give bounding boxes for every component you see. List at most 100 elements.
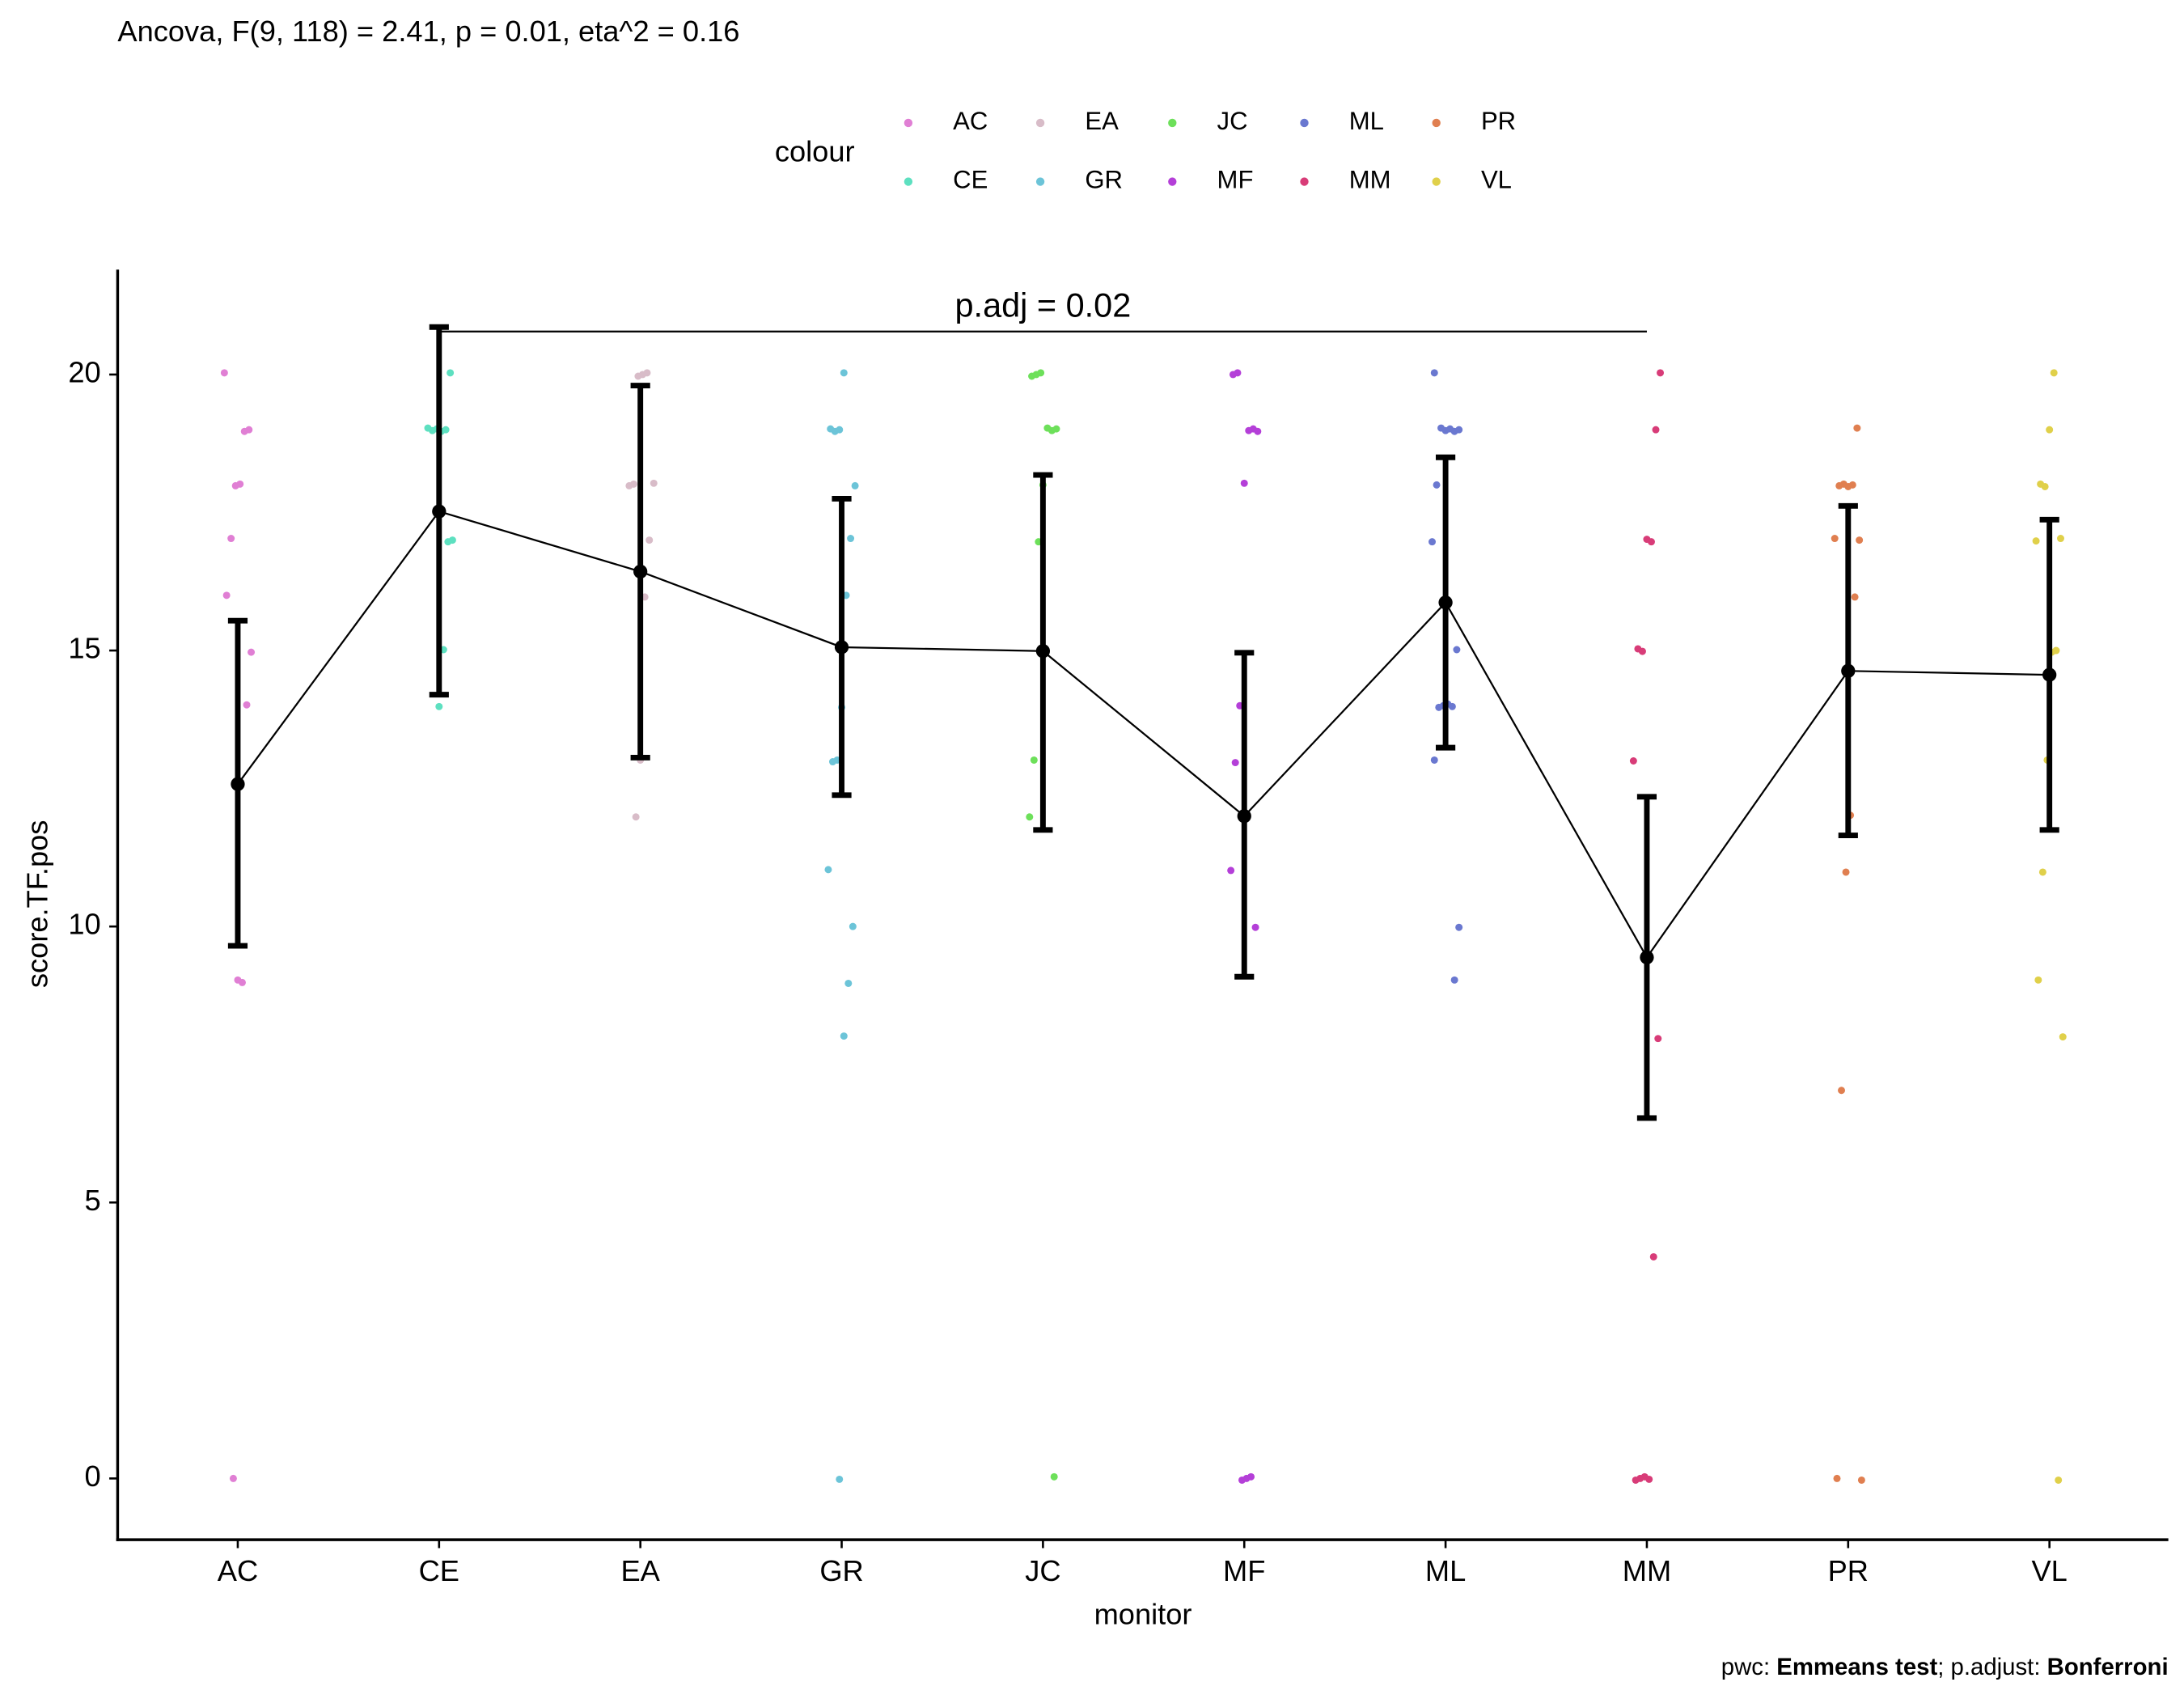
mean-point xyxy=(1841,663,1856,678)
data-point xyxy=(1838,1087,1846,1095)
data-point xyxy=(2055,1476,2063,1484)
data-point xyxy=(851,481,859,489)
y-tick-label: 20 xyxy=(68,356,100,389)
legend-label: MF xyxy=(1217,166,1254,194)
data-point xyxy=(1251,923,1259,931)
data-point xyxy=(1043,424,1052,432)
data-point xyxy=(625,481,633,489)
data-point xyxy=(2034,976,2042,984)
data-point xyxy=(1229,371,1237,379)
data-point xyxy=(650,479,658,487)
legend-swatch xyxy=(1035,118,1045,128)
data-point xyxy=(1632,1476,1640,1484)
legend-label: MM xyxy=(1349,166,1391,194)
data-point xyxy=(2037,480,2045,488)
caption: pwc: Emmeans test; p.adjust: Bonferroni xyxy=(1721,1654,2169,1680)
legend-swatch xyxy=(904,177,913,186)
data-point xyxy=(634,372,642,380)
legend-title: colour xyxy=(775,135,855,168)
data-point xyxy=(2032,537,2040,545)
legend-swatch xyxy=(1168,118,1177,128)
legend-label: JC xyxy=(1217,107,1248,135)
x-tick-label: PR xyxy=(1828,1554,1869,1587)
data-point xyxy=(227,535,235,543)
data-point xyxy=(234,976,242,984)
mean-point xyxy=(633,564,648,579)
data-point xyxy=(1028,372,1036,380)
data-point xyxy=(1455,923,1463,931)
legend-swatch xyxy=(1432,177,1441,186)
data-point xyxy=(1652,426,1660,434)
data-point xyxy=(2046,426,2054,434)
legend-swatch xyxy=(1432,118,1441,128)
data-point xyxy=(1227,866,1235,875)
data-point xyxy=(840,1032,848,1040)
data-point xyxy=(2038,868,2046,876)
x-tick-label: EA xyxy=(620,1554,660,1587)
data-point xyxy=(1437,424,1445,432)
data-point xyxy=(1857,1476,1865,1484)
legend-label: ML xyxy=(1349,107,1384,135)
data-point xyxy=(1430,369,1438,377)
data-point xyxy=(1831,535,1839,543)
data-point xyxy=(1240,479,1248,487)
data-point xyxy=(849,922,857,930)
data-point xyxy=(1853,424,1861,432)
data-point xyxy=(828,758,836,766)
mean-point xyxy=(834,640,849,655)
legend-swatch xyxy=(1300,177,1309,186)
x-tick-label: JC xyxy=(1025,1554,1060,1587)
y-tick-label: 10 xyxy=(68,908,100,941)
data-point xyxy=(1428,538,1437,546)
data-point xyxy=(1856,536,1864,544)
x-tick-label: VL xyxy=(2031,1554,2067,1587)
data-point xyxy=(836,1475,844,1483)
data-point xyxy=(220,369,228,377)
caption-part: ; p.adjust: xyxy=(1937,1654,2046,1680)
data-point xyxy=(1654,1035,1662,1043)
data-point xyxy=(1430,756,1438,764)
y-tick-label: 0 xyxy=(85,1460,101,1493)
legend-swatch xyxy=(904,118,913,128)
x-tick-label: CE xyxy=(419,1554,459,1587)
mean-point xyxy=(1438,595,1453,610)
legend-label: PR xyxy=(1481,107,1516,135)
legend-label: AC xyxy=(953,107,988,135)
legend-label: VL xyxy=(1481,166,1512,194)
caption-part: pwc: xyxy=(1721,1654,1777,1680)
data-point xyxy=(824,866,832,874)
legend-swatch xyxy=(1035,177,1045,186)
y-axis-label: score.TF.pos xyxy=(20,820,53,988)
data-point xyxy=(1842,868,1850,876)
mean-point xyxy=(2042,667,2057,682)
data-point xyxy=(222,591,231,600)
data-point xyxy=(240,427,248,435)
legend-label: GR xyxy=(1085,166,1123,194)
x-tick-label: GR xyxy=(819,1554,863,1587)
data-point xyxy=(1629,757,1637,765)
legend-label: CE xyxy=(953,166,988,194)
mean-point xyxy=(1237,809,1251,824)
data-point xyxy=(1453,646,1461,654)
mean-point xyxy=(1640,950,1654,965)
x-axis-label: monitor xyxy=(1094,1598,1192,1631)
data-point xyxy=(1433,481,1441,489)
data-point xyxy=(840,369,848,377)
data-point xyxy=(424,424,432,432)
data-point xyxy=(1245,426,1253,434)
data-point xyxy=(632,813,640,821)
data-point xyxy=(1634,645,1642,653)
data-point xyxy=(847,535,855,543)
data-point xyxy=(1851,593,1859,601)
data-point xyxy=(1435,703,1443,711)
legend-label: EA xyxy=(1085,107,1119,135)
data-point xyxy=(1833,1474,1841,1482)
data-point xyxy=(435,702,443,710)
data-point xyxy=(1643,536,1651,544)
y-tick-label: 15 xyxy=(68,632,100,665)
legend-swatch xyxy=(1300,118,1309,128)
data-point xyxy=(444,538,452,546)
data-point xyxy=(229,1474,237,1482)
